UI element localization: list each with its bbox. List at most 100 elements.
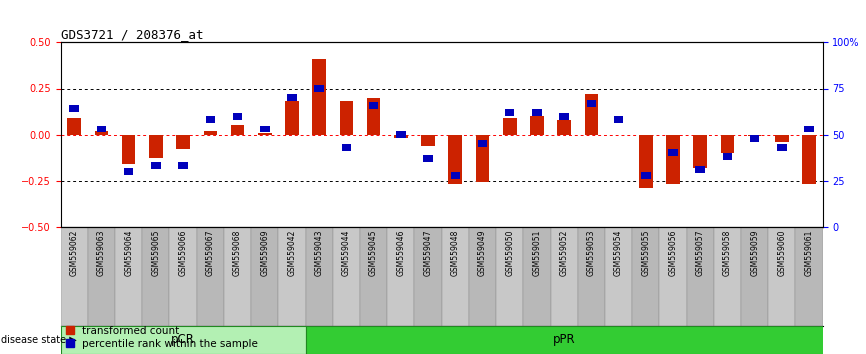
Bar — [339, 101, 353, 135]
Text: GSM559060: GSM559060 — [778, 229, 786, 276]
FancyBboxPatch shape — [115, 227, 142, 326]
Text: GSM559061: GSM559061 — [805, 229, 813, 276]
FancyBboxPatch shape — [741, 227, 768, 326]
Bar — [586, 100, 596, 107]
Bar — [775, 135, 789, 142]
Text: GDS3721 / 208376_at: GDS3721 / 208376_at — [61, 28, 204, 41]
Bar — [124, 168, 133, 175]
Text: GSM559058: GSM559058 — [723, 229, 732, 276]
Bar — [559, 113, 569, 120]
FancyBboxPatch shape — [632, 227, 659, 326]
FancyBboxPatch shape — [578, 227, 605, 326]
Text: GSM559054: GSM559054 — [614, 229, 623, 276]
Bar — [313, 59, 326, 135]
Text: pPR: pPR — [553, 333, 575, 346]
FancyBboxPatch shape — [442, 227, 469, 326]
Bar — [97, 126, 107, 132]
Bar — [149, 135, 163, 159]
Bar — [369, 102, 378, 109]
Bar — [641, 172, 650, 178]
Bar — [721, 135, 734, 153]
Bar — [394, 135, 408, 138]
Text: GSM559045: GSM559045 — [369, 229, 378, 276]
Bar — [532, 109, 542, 116]
Bar — [204, 131, 217, 135]
FancyBboxPatch shape — [605, 227, 632, 326]
Bar — [505, 109, 514, 116]
Text: GSM559056: GSM559056 — [669, 229, 677, 276]
Bar — [258, 133, 272, 135]
Bar — [205, 116, 215, 123]
FancyBboxPatch shape — [796, 227, 823, 326]
Bar — [666, 135, 680, 184]
FancyBboxPatch shape — [496, 227, 523, 326]
Bar — [750, 135, 759, 142]
Text: GSM559057: GSM559057 — [695, 229, 705, 276]
Bar — [748, 135, 761, 136]
FancyBboxPatch shape — [61, 227, 87, 326]
Bar — [805, 126, 814, 132]
Text: GSM559047: GSM559047 — [423, 229, 432, 276]
Bar — [694, 135, 707, 168]
Bar — [178, 162, 188, 169]
Bar — [558, 120, 571, 135]
Bar — [233, 113, 242, 120]
FancyBboxPatch shape — [551, 227, 578, 326]
FancyBboxPatch shape — [197, 227, 224, 326]
Text: GSM559064: GSM559064 — [124, 229, 133, 276]
Text: GSM559065: GSM559065 — [152, 229, 160, 276]
Bar — [669, 149, 678, 156]
Text: GSM559062: GSM559062 — [70, 229, 79, 276]
Text: GSM559051: GSM559051 — [533, 229, 541, 276]
Text: GSM559044: GSM559044 — [342, 229, 351, 276]
Bar — [367, 98, 380, 135]
Legend: transformed count, percentile rank within the sample: transformed count, percentile rank withi… — [66, 326, 258, 349]
Bar — [777, 144, 786, 151]
Text: GSM559063: GSM559063 — [97, 229, 106, 276]
Text: disease state ▶: disease state ▶ — [1, 335, 76, 345]
Bar — [94, 131, 108, 135]
Bar — [423, 155, 433, 162]
Text: GSM559052: GSM559052 — [559, 229, 569, 276]
Bar — [421, 135, 435, 145]
Text: GSM559069: GSM559069 — [261, 229, 269, 276]
Bar — [639, 135, 653, 188]
Bar — [260, 126, 269, 132]
Bar — [288, 94, 297, 101]
Bar — [61, 326, 306, 354]
FancyBboxPatch shape — [87, 227, 115, 326]
Text: GSM559066: GSM559066 — [178, 229, 188, 276]
Bar — [230, 125, 244, 135]
Text: GSM559049: GSM559049 — [478, 229, 487, 276]
Bar — [695, 166, 705, 173]
FancyBboxPatch shape — [278, 227, 306, 326]
Text: GSM559043: GSM559043 — [314, 229, 324, 276]
FancyBboxPatch shape — [768, 227, 796, 326]
Bar — [314, 85, 324, 92]
FancyBboxPatch shape — [659, 227, 687, 326]
Bar — [396, 131, 405, 138]
Bar — [306, 326, 837, 354]
Bar — [341, 144, 351, 151]
Text: GSM559042: GSM559042 — [288, 229, 296, 276]
FancyBboxPatch shape — [170, 227, 197, 326]
Bar — [802, 135, 816, 184]
FancyBboxPatch shape — [306, 227, 333, 326]
Bar — [151, 162, 161, 169]
Bar — [285, 101, 299, 135]
Bar — [177, 135, 190, 149]
Text: pCR: pCR — [171, 333, 195, 346]
Bar — [450, 172, 460, 178]
Text: GSM559055: GSM559055 — [642, 229, 650, 276]
Bar — [69, 105, 79, 112]
Bar — [475, 135, 489, 182]
Bar — [722, 153, 732, 160]
FancyBboxPatch shape — [251, 227, 278, 326]
FancyBboxPatch shape — [142, 227, 170, 326]
Text: GSM559053: GSM559053 — [587, 229, 596, 276]
Text: GSM559050: GSM559050 — [505, 229, 514, 276]
Bar — [530, 116, 544, 135]
Bar — [68, 118, 81, 135]
Bar — [449, 135, 462, 184]
Text: GSM559048: GSM559048 — [451, 229, 460, 276]
